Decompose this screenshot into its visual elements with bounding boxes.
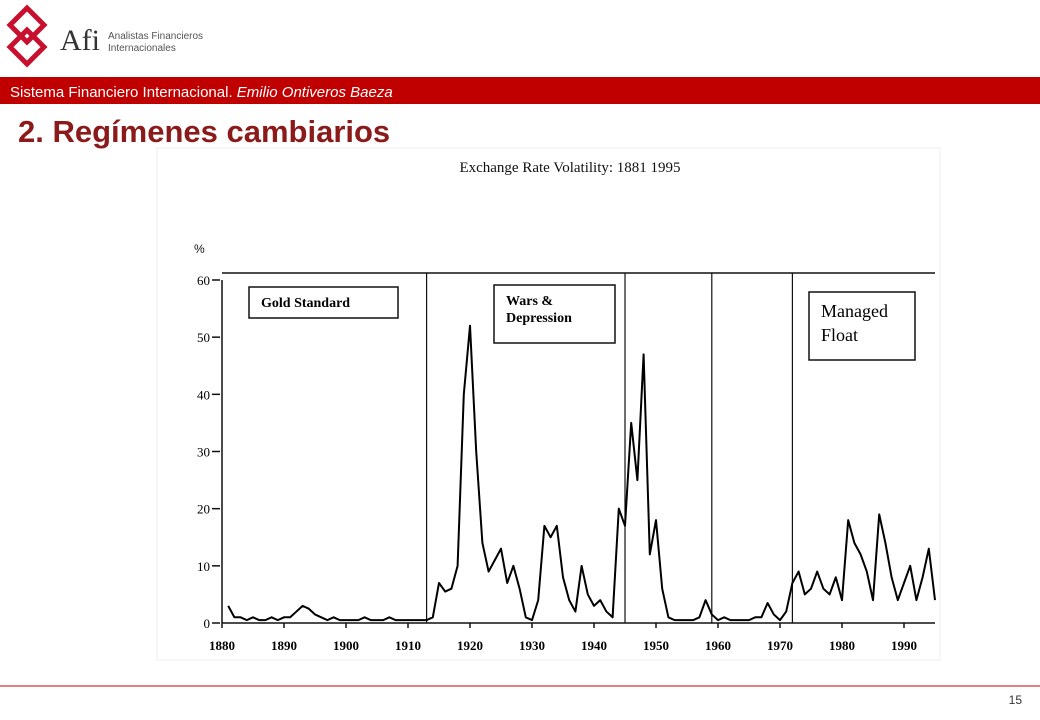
x-tick-label: 1930 <box>519 638 545 653</box>
logo-icon <box>6 4 48 68</box>
chart-title: Exchange Rate Volatility: 1881 1995 <box>459 160 680 176</box>
annotation-text: Gold Standard <box>261 296 350 311</box>
logo-text: Afi <box>60 24 100 57</box>
annotation-text: Managed <box>821 301 888 321</box>
banner <box>0 77 1040 104</box>
x-tick-label: 1960 <box>705 638 731 653</box>
banner-text: Sistema Financiero Internacional. Emilio… <box>10 84 393 101</box>
y-tick-label: 0 <box>204 616 211 631</box>
company-name: Analistas Financieros <box>108 31 203 42</box>
slide-title: 2. Regímenes cambiarios <box>18 114 390 149</box>
annotation-text: Wars & <box>506 294 553 309</box>
y-tick-label: 60 <box>197 273 210 288</box>
y-tick-label: 10 <box>197 559 210 574</box>
y-tick-label: 20 <box>197 502 210 517</box>
annotation-box <box>493 284 616 344</box>
annotation-box <box>808 291 916 361</box>
x-tick-label: 1910 <box>395 638 421 653</box>
chart-area <box>156 147 941 661</box>
x-tick-label: 1890 <box>271 638 297 653</box>
annotation-text: Depression <box>506 311 572 326</box>
x-tick-label: 1950 <box>643 638 669 653</box>
x-tick-label: 1900 <box>333 638 359 653</box>
y-tick-label: 50 <box>197 330 210 345</box>
y-tick-label: 30 <box>197 445 210 460</box>
annotation-text: Float <box>821 325 858 345</box>
x-tick-label: 1980 <box>829 638 855 653</box>
x-tick-label: 1920 <box>457 638 483 653</box>
data-line <box>227 324 936 622</box>
y-tick-label: 40 <box>197 387 210 402</box>
banner-author: Emilio Ontiveros Baeza <box>237 84 393 101</box>
annotation-box <box>248 286 399 319</box>
x-tick-label: 1940 <box>581 638 607 653</box>
x-tick-label: 1990 <box>891 638 917 653</box>
banner-main: Sistema Financiero Internacional. <box>10 84 237 101</box>
x-tick-label: 1880 <box>209 638 235 653</box>
company-name: Internacionales <box>108 43 176 54</box>
x-tick-label: 1970 <box>767 638 793 653</box>
page-number: 15 <box>1009 693 1023 707</box>
y-axis-label: % <box>194 242 205 256</box>
